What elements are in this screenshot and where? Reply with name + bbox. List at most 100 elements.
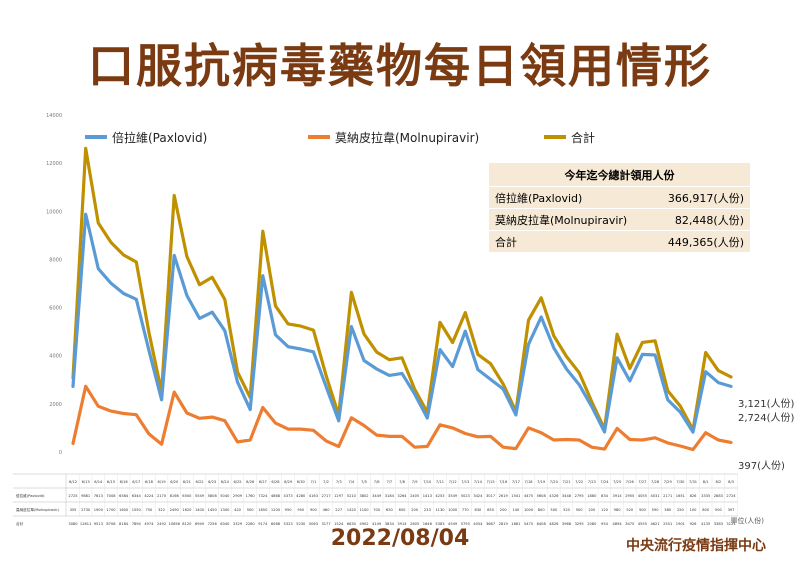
- table-header-cell: 7/23: [588, 480, 596, 484]
- table-cell: 5793: [461, 522, 470, 526]
- table-cell: 500: [247, 508, 255, 512]
- table-cell: 1541: [511, 494, 520, 498]
- table-header-cell: 7/21: [562, 480, 570, 484]
- table-header-cell: 7/29: [664, 480, 673, 484]
- table-cell: 12611: [80, 522, 91, 526]
- data-point: [679, 411, 682, 414]
- data-point: [679, 405, 682, 408]
- totals-label: 倍拉維(Paxlovid): [495, 192, 583, 205]
- data-point: [439, 348, 441, 351]
- table-cell: 1620: [182, 508, 192, 512]
- data-point: [261, 406, 264, 409]
- table-cell: 650: [386, 508, 394, 512]
- table-cell: 3968: [562, 522, 572, 526]
- data-point: [540, 431, 543, 434]
- data-point: [502, 446, 505, 449]
- table-cell: 3834: [385, 522, 395, 526]
- table-header-cell: 7/13: [461, 480, 469, 484]
- data-point: [72, 385, 74, 388]
- table-cell: 4894: [613, 522, 623, 526]
- table-cell: 3184: [385, 494, 395, 498]
- table-cell: 4549: [448, 522, 458, 526]
- data-point: [84, 147, 87, 150]
- table-cell: 3475: [625, 522, 634, 526]
- table-cell: 3329: [233, 522, 243, 526]
- table-header-cell: 7/8: [399, 480, 405, 484]
- data-point: [72, 442, 74, 445]
- data-point: [274, 333, 277, 336]
- data-point: [552, 439, 555, 441]
- data-point: [654, 436, 656, 439]
- table-cell: 3448: [562, 494, 572, 498]
- legend: 倍拉維(Paxlovid) 莫納皮拉韋(Molnupiravir) 合計: [85, 130, 595, 145]
- data-point: [148, 349, 150, 352]
- data-point: [704, 370, 707, 373]
- data-point: [704, 431, 707, 434]
- table-cell: 950: [285, 508, 293, 512]
- table-cell: 5210: [347, 494, 357, 498]
- table-cell: 1760: [246, 494, 256, 498]
- table-cell: 5608: [537, 494, 547, 498]
- data-point: [287, 323, 289, 325]
- table-header-cell: 6/21: [183, 480, 191, 484]
- table-cell: 8184: [119, 522, 129, 526]
- data-point: [223, 329, 226, 332]
- data-point: [312, 329, 315, 331]
- data-point: [464, 432, 467, 435]
- table-cell: 6408: [537, 522, 547, 526]
- data-point: [97, 267, 100, 270]
- data-point: [211, 416, 214, 418]
- totals-value: 82,448(人份): [674, 214, 744, 227]
- table-header-cell: 6/27: [259, 480, 267, 484]
- table-cell: 590: [652, 508, 660, 512]
- data-point: [451, 365, 454, 368]
- table-cell: 397: [728, 508, 735, 512]
- data-point: [299, 428, 302, 430]
- table-header-cell: 7/28: [651, 480, 660, 484]
- source-label: 中央流行疫情指揮中心: [626, 538, 766, 554]
- data-point: [641, 353, 644, 356]
- table-cell: 1700: [106, 508, 116, 512]
- table-cell: 500: [550, 508, 558, 512]
- table-cell: 926: [690, 522, 698, 526]
- table-cell: 120: [601, 508, 609, 512]
- table-cell: 2551: [663, 522, 672, 526]
- data-point: [477, 435, 479, 438]
- table-cell: 826: [690, 494, 698, 498]
- table-cell: 4326: [549, 494, 559, 498]
- data-point: [477, 368, 479, 371]
- data-point: [135, 261, 138, 263]
- data-point: [489, 378, 492, 381]
- data-point: [401, 356, 403, 359]
- table-cell: 4031: [650, 494, 659, 498]
- table-row-label: 倍拉維(Paxlovid): [16, 493, 45, 498]
- data-point: [160, 398, 163, 401]
- data-point: [287, 428, 289, 430]
- table-cell: 7256: [208, 522, 218, 526]
- table-cell: 4621: [650, 522, 659, 526]
- data-point: [186, 294, 188, 297]
- data-point: [198, 317, 201, 320]
- data-point: [717, 369, 720, 372]
- table-cell: 100: [690, 508, 698, 512]
- data-point: [211, 276, 214, 279]
- table-cell: 6630: [347, 522, 357, 526]
- table-cell: 1000: [448, 508, 458, 512]
- y-tick-label: 4000: [49, 354, 62, 360]
- table-cell: 4373: [284, 494, 293, 498]
- table-header-cell: 7/4: [348, 480, 354, 484]
- data-point: [312, 429, 315, 432]
- table-cell: 4475: [524, 494, 533, 498]
- data-point: [552, 334, 555, 337]
- legend-label: 莫納皮拉韋(Molnupiravir): [335, 130, 479, 145]
- table-header-cell: 6/14: [94, 480, 103, 484]
- table-cell: 140: [512, 508, 520, 512]
- y-tick-label: 2000: [49, 402, 62, 408]
- table-cell: 2605: [410, 522, 419, 526]
- table-header-cell: 6/20: [170, 480, 179, 484]
- data-point: [502, 388, 505, 390]
- totals-row-molnupiravir: 莫納皮拉韋(Molnupiravir) 82,448(人份): [489, 209, 750, 231]
- table-cell: 1130: [435, 508, 445, 512]
- table-cell: 4253: [435, 494, 444, 498]
